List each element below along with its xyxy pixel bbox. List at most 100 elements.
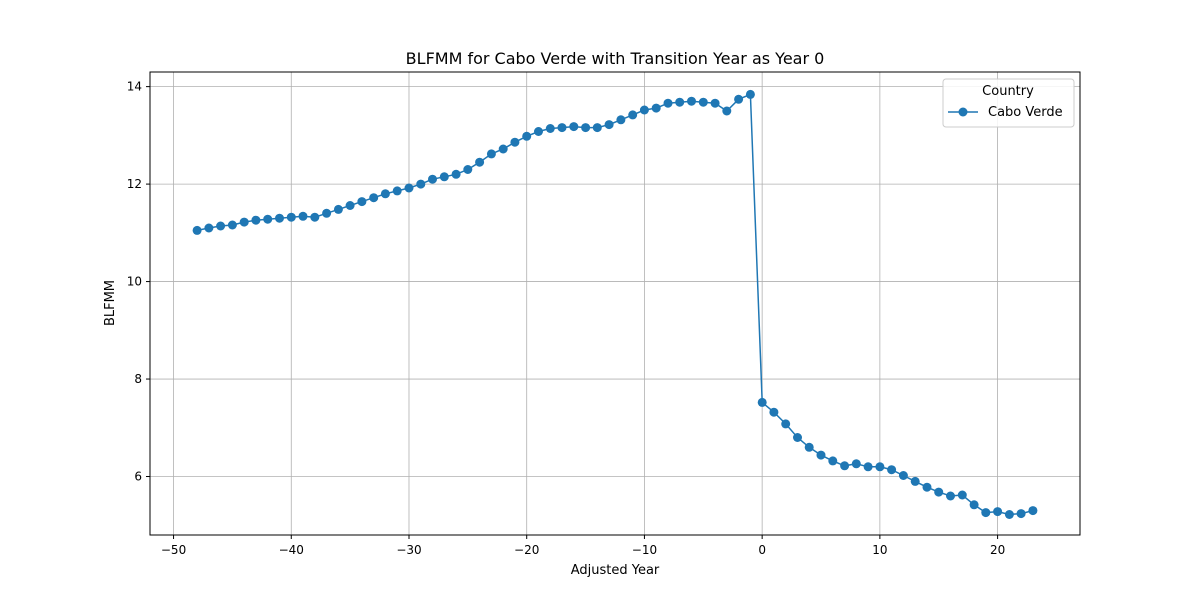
data-point xyxy=(875,462,885,472)
data-point xyxy=(616,115,626,125)
x-tick-label: 0 xyxy=(758,543,766,557)
data-point xyxy=(651,103,661,113)
data-point xyxy=(310,212,320,222)
data-point xyxy=(298,211,308,221)
legend-marker-swatch xyxy=(958,107,968,117)
data-point xyxy=(451,169,461,179)
data-point xyxy=(498,144,508,154)
data-point xyxy=(357,197,367,207)
data-point xyxy=(439,172,449,182)
y-axis-label: BLFMM xyxy=(103,280,118,326)
data-point xyxy=(663,98,673,108)
data-point xyxy=(722,106,732,116)
data-point xyxy=(192,225,202,235)
x-tick-label: −50 xyxy=(161,543,186,557)
series-layer xyxy=(192,89,1038,519)
data-point xyxy=(993,507,1003,517)
data-point xyxy=(828,456,838,466)
data-point xyxy=(734,94,744,104)
legend-title: Country xyxy=(982,84,1034,99)
data-point xyxy=(581,123,591,133)
data-point xyxy=(781,419,791,429)
data-point xyxy=(851,459,861,469)
x-tick-label: 20 xyxy=(990,543,1005,557)
data-point xyxy=(322,208,332,218)
data-point xyxy=(216,221,226,231)
data-point xyxy=(710,98,720,108)
data-point xyxy=(522,131,532,141)
x-tick-label: −10 xyxy=(632,543,657,557)
legend-series-label: Cabo Verde xyxy=(988,105,1063,120)
y-tick-label: 6 xyxy=(134,470,142,484)
data-point xyxy=(534,127,543,136)
data-point xyxy=(510,137,520,147)
data-point xyxy=(1028,506,1038,516)
data-point xyxy=(639,105,649,115)
data-point xyxy=(957,490,967,500)
data-point xyxy=(227,220,237,230)
chart-title: BLFMM for Cabo Verde with Transition Yea… xyxy=(406,49,825,68)
x-axis-label: Adjusted Year xyxy=(571,563,660,578)
data-point xyxy=(934,487,944,497)
data-point xyxy=(592,123,602,133)
data-point xyxy=(333,204,343,214)
data-point xyxy=(887,465,897,475)
y-axis: 6 8 10 12 14 xyxy=(127,80,150,484)
data-point xyxy=(369,193,379,203)
data-point xyxy=(981,508,991,518)
data-point xyxy=(251,215,261,225)
data-point xyxy=(793,433,802,442)
data-point xyxy=(239,217,249,227)
data-point xyxy=(898,471,908,480)
data-point xyxy=(863,462,873,472)
data-point xyxy=(569,122,579,132)
y-tick-label: 14 xyxy=(127,80,142,94)
gridlines xyxy=(150,72,1080,535)
data-point xyxy=(1016,509,1026,519)
data-point xyxy=(757,397,767,407)
data-point xyxy=(263,214,273,224)
plot-area-frame xyxy=(149,71,1081,536)
x-tick-label: −30 xyxy=(396,543,421,557)
data-point xyxy=(816,450,826,460)
data-point xyxy=(416,179,426,189)
data-point xyxy=(545,124,555,133)
data-point xyxy=(769,407,779,417)
data-point xyxy=(628,110,638,120)
data-point xyxy=(380,189,390,199)
data-point xyxy=(392,186,402,196)
data-point xyxy=(486,149,496,159)
data-point xyxy=(286,212,296,222)
data-point xyxy=(463,165,473,174)
data-point xyxy=(910,476,920,486)
data-point xyxy=(345,201,355,210)
data-point xyxy=(745,89,755,99)
data-point xyxy=(969,500,979,510)
data-point xyxy=(475,157,485,167)
legend-box xyxy=(942,78,1075,128)
data-point xyxy=(922,482,932,492)
data-point xyxy=(428,174,437,184)
data-point xyxy=(557,123,567,133)
x-axis: −50 −40 −30 −20 −10 0 10 20 xyxy=(161,535,1005,557)
data-point xyxy=(204,223,214,233)
y-tick-label: 8 xyxy=(134,372,142,386)
y-tick-label: 12 xyxy=(127,177,142,191)
data-point xyxy=(946,491,955,501)
data-point xyxy=(275,213,284,223)
x-tick-label: −40 xyxy=(279,543,304,557)
x-tick-label: 10 xyxy=(872,543,887,557)
data-point xyxy=(604,120,614,130)
data-point xyxy=(840,461,850,471)
data-point xyxy=(675,97,685,107)
data-point xyxy=(404,183,414,193)
data-point xyxy=(1004,510,1014,519)
legend: Country Cabo Verde xyxy=(942,78,1075,128)
data-point xyxy=(804,442,814,452)
y-tick-label: 10 xyxy=(127,275,142,289)
series-line xyxy=(196,93,1034,516)
data-point xyxy=(698,97,708,107)
data-point xyxy=(687,96,696,106)
x-tick-label: −20 xyxy=(514,543,539,557)
